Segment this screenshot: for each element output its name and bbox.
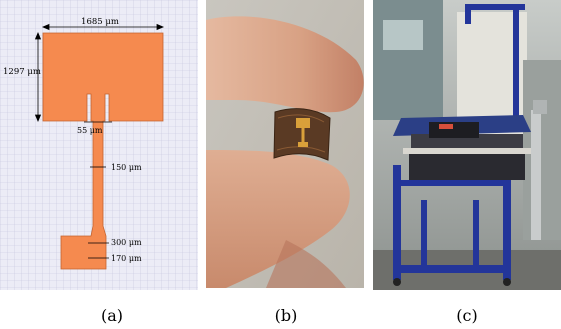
antenna-layout-panel: 1685 μm 1297 μm 55 μm 150 μm 300 μm 170 … [0, 0, 198, 290]
feed-width-label: 150 μm [111, 163, 142, 172]
transition-width-label: 300 μm [111, 238, 142, 247]
antenna-layout-diagram: 1685 μm 1297 μm 55 μm 150 μm 300 μm 170 … [0, 0, 198, 290]
dut-fixture [429, 122, 479, 138]
patch-width-label: 1685 μm [81, 17, 119, 27]
antenna-patch [296, 118, 310, 128]
caption-b: (b) [274, 306, 298, 325]
antenna-feed [301, 128, 305, 142]
port-width-label: 170 μm [111, 254, 142, 263]
flexible-antenna-photo [206, 0, 364, 288]
measurement-setup-photo [373, 0, 561, 290]
antenna-port [298, 142, 308, 147]
patch-height-label: 1297 μm [3, 67, 41, 77]
caption-c: (c) [456, 306, 478, 325]
upper-finger [206, 16, 364, 113]
caption-a: (a) [100, 306, 124, 325]
antenna-metal [42, 32, 164, 270]
thumb [206, 150, 350, 288]
blue-positioner-frame [393, 4, 525, 280]
slot-gap-label: 55 μm [77, 126, 103, 135]
